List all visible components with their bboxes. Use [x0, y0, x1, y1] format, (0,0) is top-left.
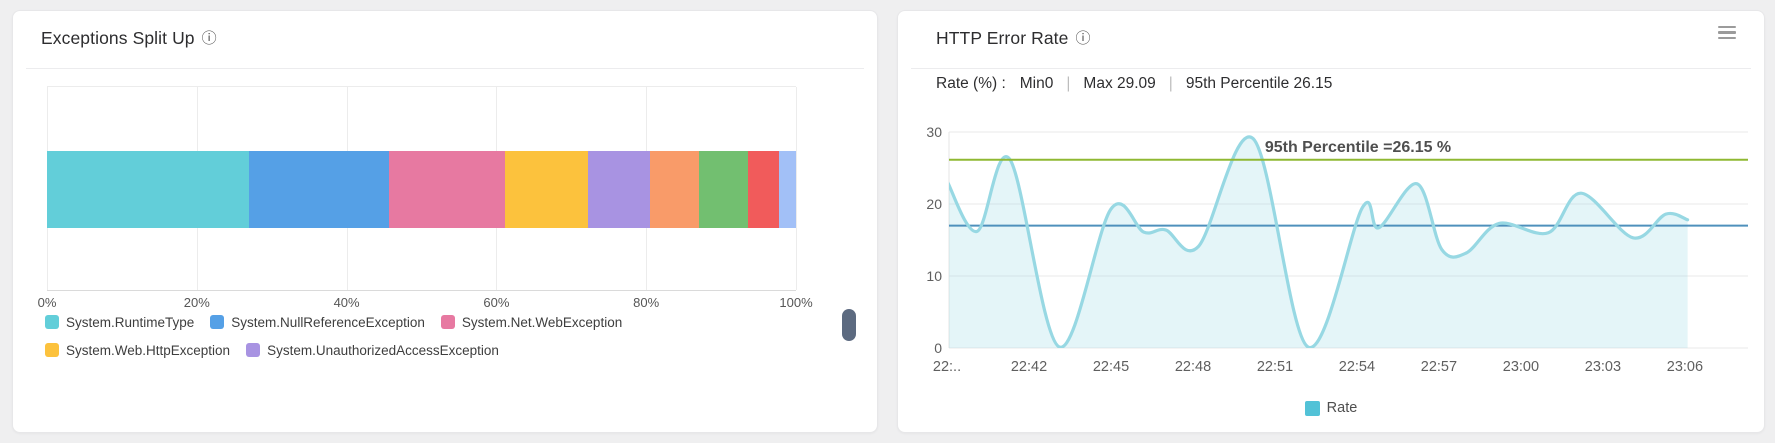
stats-item: 95th Percentile 26.15	[1185, 75, 1333, 92]
exceptions-split-up-panel: Exceptions Split Up ⓘ 0% 20% 40% 60% 80% 100%…	[12, 10, 878, 433]
legend-swatch	[246, 343, 261, 357]
legend-swatch	[1304, 400, 1320, 416]
x-axis-labels: 0% 20% 40% 60% 80% 100%	[38, 295, 813, 311]
http-error-rate-panel: HTTP Error Rate ⓘ Rate (%) : Min0 | Max 29.…	[897, 10, 1765, 433]
stacked-bar	[47, 151, 796, 228]
y-tick-label: 0	[934, 340, 942, 356]
legend-item[interactable]: System.UnauthorizedAccessException	[246, 343, 499, 358]
legend-label: System.NullReferenceException	[231, 314, 425, 330]
bar-segment-System.Web.HttpException[interactable]	[505, 151, 588, 228]
rate-line[interactable]	[947, 135, 1690, 348]
bar-segment-System.UnauthorizedAccessException[interactable]	[587, 151, 650, 228]
legend-label: System.RuntimeType	[66, 314, 195, 330]
stats-item: Max 29.09	[1083, 75, 1156, 92]
legend-label: Rate	[1326, 400, 1358, 416]
bar-segment[interactable]	[699, 151, 748, 228]
x-tick-label: 20%	[183, 295, 210, 310]
page-title: Exceptions Split Up	[41, 27, 195, 48]
http-error-rate-chart: 0 10 20 30 95th Percentile =26.15 % 22:.. 22:4…	[926, 124, 1748, 375]
x-tick-label: 80%	[633, 295, 660, 310]
legend-swatch	[440, 315, 455, 329]
stats-prefix: Rate (%) :	[936, 75, 1006, 92]
legend-label: System.Web.HttpException	[66, 342, 231, 358]
x-tick-label: 22:51	[1257, 359, 1293, 375]
legend-scrollbar-thumb[interactable]	[842, 309, 856, 341]
legend-item[interactable]: System.Web.HttpException	[45, 343, 230, 358]
legend-label: System.Net.WebException	[461, 314, 623, 330]
legend-item[interactable]: System.Net.WebException	[440, 314, 623, 330]
stats-item: Min0	[1019, 75, 1054, 92]
chart-legend-row-2: System.Web.HttpException System.Unauthori…	[45, 341, 499, 359]
chart-legend: Rate	[898, 398, 1764, 418]
x-tick-label: 23:00	[1503, 359, 1539, 375]
panel-header: HTTP Error Rate ⓘ	[936, 25, 1738, 51]
x-tick-label: 23:06	[1667, 359, 1703, 375]
bar-segment-System.NullReferenceException[interactable]	[249, 151, 390, 228]
exceptions-stacked-bar-chart	[47, 86, 797, 291]
info-icon[interactable]: ⓘ	[1075, 28, 1091, 47]
x-tick-label: 40%	[333, 295, 360, 310]
x-tick-label: 22:54	[1339, 359, 1375, 375]
x-tick-label: 22:57	[1421, 359, 1457, 375]
legend-item[interactable]: System.RuntimeType	[45, 315, 194, 330]
rate-stats-row: Rate (%) : Min0 | Max 29.09 | 95th Percentile…	[936, 73, 1332, 95]
x-tick-label: 0%	[37, 295, 57, 310]
bar-segment-System.Net.WebException[interactable]	[389, 151, 506, 228]
bar-segment[interactable]	[779, 151, 796, 228]
legend-item[interactable]: System.NullReferenceException	[210, 315, 425, 330]
chart-legend-row-1: System.RuntimeType System.NullReferenceEx…	[45, 313, 622, 331]
y-tick-label: 20	[926, 196, 942, 212]
x-tick-label: 22:45	[1093, 359, 1129, 375]
x-tick-label: 100%	[779, 295, 813, 310]
rate-area-fill	[949, 136, 1688, 348]
percentile-annotation: 95th Percentile =26.15 %	[1265, 139, 1451, 156]
x-tick-label: 23:03	[1585, 359, 1621, 375]
divider	[26, 68, 864, 69]
stats-separator: |	[1168, 75, 1173, 92]
panel-header: Exceptions Split Up ⓘ	[41, 25, 849, 51]
page-title: HTTP Error Rate	[936, 27, 1069, 48]
bar-segment-System.RuntimeType[interactable]	[47, 151, 250, 228]
legend-swatch	[45, 315, 59, 329]
legend-swatch	[210, 315, 225, 329]
divider	[911, 68, 1751, 69]
bar-segment[interactable]	[748, 151, 780, 228]
gridline	[796, 87, 797, 290]
legend-swatch	[45, 343, 59, 357]
bar-segment[interactable]	[649, 151, 700, 228]
info-icon[interactable]: ⓘ	[201, 28, 217, 47]
legend-item-rate[interactable]: Rate	[1304, 400, 1358, 416]
stats-separator: |	[1066, 75, 1071, 92]
legend-label: System.UnauthorizedAccessException	[267, 342, 499, 358]
x-tick-label: 60%	[483, 295, 510, 310]
y-tick-label: 30	[926, 124, 942, 140]
x-tick-label: 22:..	[933, 359, 961, 375]
x-tick-label: 22:48	[1175, 359, 1211, 375]
y-tick-label: 10	[926, 268, 942, 284]
x-tick-label: 22:42	[1011, 359, 1047, 375]
hamburger-menu-icon[interactable]	[1718, 26, 1736, 39]
